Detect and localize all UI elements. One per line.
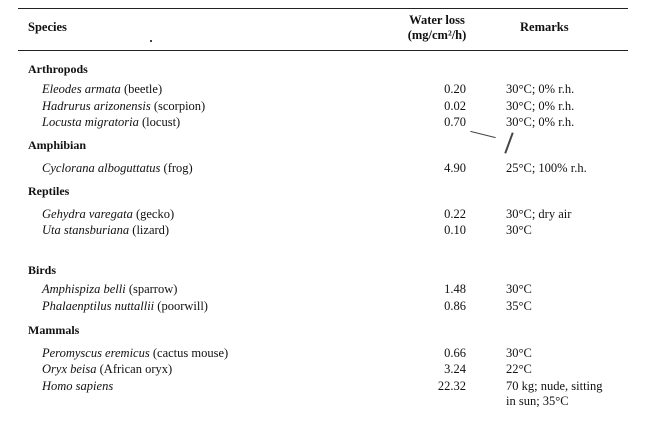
- scan-speck: [150, 40, 152, 42]
- table-row: Amphispiza belli (sparrow) 1.48 30°C: [0, 282, 645, 298]
- scan-speck: [504, 132, 514, 154]
- remark-cell: 30°C: [506, 282, 532, 296]
- table-row: Uta stansburiana (lizard) 0.10 30°C: [0, 223, 645, 239]
- remark-cell: 30°C: [506, 346, 532, 360]
- species-cell: Hadrurus arizonensis (scorpion): [42, 99, 205, 114]
- table-row: Oryx beisa (African oryx) 3.24 22°C: [0, 362, 645, 378]
- species-cell: Oryx beisa (African oryx): [42, 362, 172, 377]
- water-loss-value: 0.86: [444, 299, 466, 313]
- common-name: (lizard): [129, 223, 170, 237]
- group-heading-arthropods: Arthropods: [28, 62, 88, 76]
- species-cell: Locusta migratoria (locust): [42, 115, 180, 130]
- species-cell: Phalaenptilus nuttallii (poorwill): [42, 299, 208, 314]
- species-cell: Uta stansburiana (lizard): [42, 223, 169, 238]
- remark-cell: 30°C: [506, 223, 532, 237]
- common-name: (scorpion): [150, 99, 206, 113]
- remark-cell: 30°C; dry air: [506, 207, 572, 221]
- latin-name: Hadrurus arizonensis: [42, 99, 151, 113]
- latin-name: Peromyscus eremicus: [42, 346, 150, 360]
- remark-cell: 25°C; 100% r.h.: [506, 161, 587, 175]
- table-row: Cyclorana alboguttatus (frog) 4.90 25°C;…: [0, 161, 645, 177]
- species-cell: Gehydra varegata (gecko): [42, 207, 174, 222]
- table-row: Hadrurus arizonensis (scorpion) 0.02 30°…: [0, 99, 645, 115]
- remark-cell: 30°C; 0% r.h.: [506, 99, 575, 113]
- common-name: (sparrow): [125, 282, 178, 296]
- table-row: Phalaenptilus nuttallii (poorwill) 0.86 …: [0, 299, 645, 315]
- species-cell: Peromyscus eremicus (cactus mouse): [42, 346, 228, 361]
- group-heading-mammals: Mammals: [28, 323, 80, 337]
- water-loss-value: 0.66: [444, 346, 466, 360]
- group-heading-birds: Birds: [28, 263, 57, 277]
- remark-cell: 30°C; 0% r.h.: [506, 115, 575, 129]
- water-loss-header-line2: (mg/cm²/h): [407, 28, 467, 42]
- water-loss-value: 0.10: [444, 223, 466, 237]
- species-cell: Amphispiza belli (sparrow): [42, 282, 177, 297]
- common-name: (locust): [138, 115, 181, 129]
- water-loss-column-header: Water loss (mg/cm²/h): [403, 13, 471, 43]
- table-top-rule: [18, 8, 628, 9]
- remark-cell-continued: in sun; 35°C: [506, 394, 569, 408]
- common-name: (beetle): [120, 82, 163, 96]
- remark-cell: 70 kg; nude, sitting: [506, 379, 603, 393]
- water-loss-value: 0.70: [444, 115, 466, 129]
- header-bottom-rule: [18, 50, 628, 51]
- species-column-header: Species: [28, 20, 67, 34]
- common-name: (poorwill): [154, 299, 208, 313]
- latin-name: Eleodes armata: [42, 82, 121, 96]
- latin-name: Oryx beisa: [42, 362, 97, 376]
- water-loss-value: 3.24: [444, 362, 466, 376]
- common-name: (gecko): [132, 207, 175, 221]
- remark-cell: 35°C: [506, 299, 532, 313]
- remark-cell: 30°C; 0% r.h.: [506, 82, 575, 96]
- species-cell: Eleodes armata (beetle): [42, 82, 162, 97]
- table-row: Locusta migratoria (locust) 0.70 30°C; 0…: [0, 115, 645, 131]
- water-loss-value: 0.22: [444, 207, 466, 221]
- latin-name: Phalaenptilus nuttallii: [42, 299, 155, 313]
- water-loss-value: 4.90: [444, 161, 466, 175]
- table-row: Eleodes armata (beetle) 0.20 30°C; 0% r.…: [0, 82, 645, 98]
- species-cell: Cyclorana alboguttatus (frog): [42, 161, 193, 176]
- latin-name: Gehydra varegata: [42, 207, 133, 221]
- latin-name: Homo sapiens: [42, 379, 114, 393]
- latin-name: Amphispiza belli: [42, 282, 126, 296]
- water-loss-value: 1.48: [444, 282, 466, 296]
- latin-name: Uta stansburiana: [42, 223, 130, 237]
- group-heading-amphibian: Amphibian: [28, 138, 87, 152]
- common-name: (frog): [160, 161, 193, 175]
- remark-cell: 22°C: [506, 362, 532, 376]
- table-row: Peromyscus eremicus (cactus mouse) 0.66 …: [0, 346, 645, 362]
- water-loss-value: 22.32: [437, 379, 466, 393]
- water-loss-value: 0.20: [444, 82, 466, 96]
- scan-speck: [470, 130, 496, 139]
- remarks-column-header: Remarks: [520, 20, 569, 34]
- group-heading-reptiles: Reptiles: [28, 184, 70, 198]
- water-loss-header-line1: Water loss: [409, 13, 465, 27]
- species-cell: Homo sapiens: [42, 379, 113, 394]
- water-loss-value: 0.02: [444, 99, 466, 113]
- table-row: Homo sapiens 22.32 70 kg; nude, sitting …: [0, 379, 645, 411]
- table-row: Gehydra varegata (gecko) 0.22 30°C; dry …: [0, 207, 645, 223]
- latin-name: Cyclorana alboguttatus: [42, 161, 161, 175]
- common-name: (African oryx): [96, 362, 173, 376]
- latin-name: Locusta migratoria: [42, 115, 139, 129]
- common-name: (cactus mouse): [149, 346, 229, 360]
